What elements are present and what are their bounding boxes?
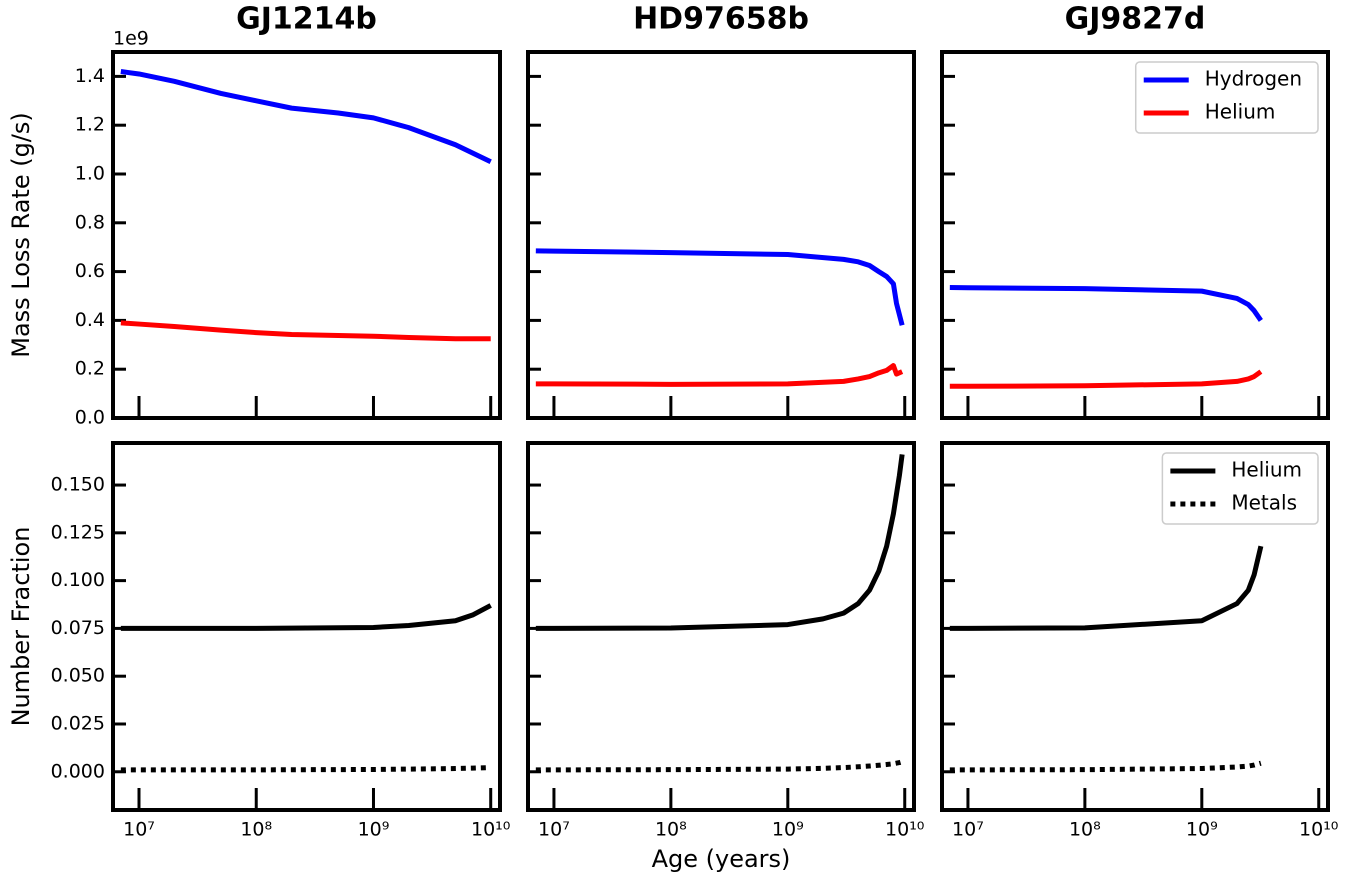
y-tick-label: 0.100 xyxy=(51,569,105,591)
x-tick-label: 10⁷ xyxy=(952,819,984,841)
y-tick-label: 0.6 xyxy=(75,260,105,282)
x-axis-label: Age (years) xyxy=(652,845,791,873)
axes-frame xyxy=(526,441,916,812)
subplot-title: HD97658b xyxy=(633,2,809,37)
y-tick-label: 0.4 xyxy=(75,309,105,331)
series-line xyxy=(535,363,904,387)
offset-label: 1e9 xyxy=(113,28,149,50)
y-tick-label: 0.125 xyxy=(51,521,105,543)
series-line xyxy=(949,545,1264,631)
subplot: GJ9827d Hydrogen Helium xyxy=(940,2,1330,420)
legend-label: Helium xyxy=(1205,100,1276,124)
subplot: 0.0 0.2 0.4 0.6 0.8 1.0 1.2 1.4 GJ1214b 1e9 Mass L… xyxy=(7,2,502,429)
subplot: 0.000 0.025 0.050 0.075 0.100 0.125 0.150 10⁷ 10… xyxy=(7,441,510,841)
subplot: HD97658b xyxy=(526,2,916,420)
axes-frame xyxy=(526,50,916,420)
series-line xyxy=(120,603,492,631)
x-tick-label: 10⁹ xyxy=(358,819,390,841)
subplot-title: GJ1214b xyxy=(236,2,377,37)
x-tick-label: 10¹⁰ xyxy=(471,819,510,841)
series-line xyxy=(535,248,905,326)
legend-label: Metals xyxy=(1231,491,1297,515)
y-tick-label: 0.150 xyxy=(51,474,105,496)
y-tick-label: 1.4 xyxy=(75,65,105,87)
axes-frame xyxy=(940,50,1330,420)
x-tick-label: 10⁸ xyxy=(655,819,687,841)
series-line xyxy=(535,759,903,773)
series-line xyxy=(535,454,905,631)
x-tick-label: 10⁸ xyxy=(240,819,272,841)
y-axis-label: Number Fraction xyxy=(7,527,35,727)
series-line xyxy=(120,765,491,773)
axes-frame xyxy=(111,50,502,420)
y-axis-label: Mass Loss Rate (g/s) xyxy=(7,112,35,358)
series-line xyxy=(120,69,492,165)
series-line xyxy=(949,284,1263,322)
y-tick-label: 1.0 xyxy=(75,163,105,185)
y-tick-label: 0.8 xyxy=(75,211,105,233)
series-line xyxy=(949,369,1263,389)
y-tick-label: 1.2 xyxy=(75,114,105,136)
series-line xyxy=(949,760,1262,773)
x-tick-label: 10⁷ xyxy=(538,819,570,841)
axes-frame xyxy=(940,441,1330,812)
legend-label: Hydrogen xyxy=(1205,67,1302,91)
series-line xyxy=(120,320,491,342)
x-tick-label: 10¹⁰ xyxy=(885,819,924,841)
x-tick-label: 10⁹ xyxy=(772,819,804,841)
subplot: 10⁷ 10⁸ 10⁹ 10¹⁰ Age (years) xyxy=(526,441,924,873)
y-tick-label: 0.025 xyxy=(51,712,105,734)
axes-frame xyxy=(111,441,502,812)
y-tick-label: 0.050 xyxy=(51,665,105,687)
x-tick-label: 10⁷ xyxy=(123,819,155,841)
subplot: 10⁷ 10⁸ 10⁹ 10¹⁰ Helium Metals xyxy=(940,441,1338,841)
y-tick-label: 0.000 xyxy=(51,760,105,782)
y-tick-label: 0.0 xyxy=(75,407,105,429)
x-tick-label: 10⁹ xyxy=(1186,819,1218,841)
subplot-title: GJ9827d xyxy=(1065,2,1206,37)
x-tick-label: 10⁸ xyxy=(1069,819,1101,841)
y-tick-label: 0.075 xyxy=(51,617,105,639)
legend-label: Helium xyxy=(1231,458,1302,482)
y-tick-label: 0.2 xyxy=(75,358,105,380)
x-tick-label: 10¹⁰ xyxy=(1299,819,1338,841)
